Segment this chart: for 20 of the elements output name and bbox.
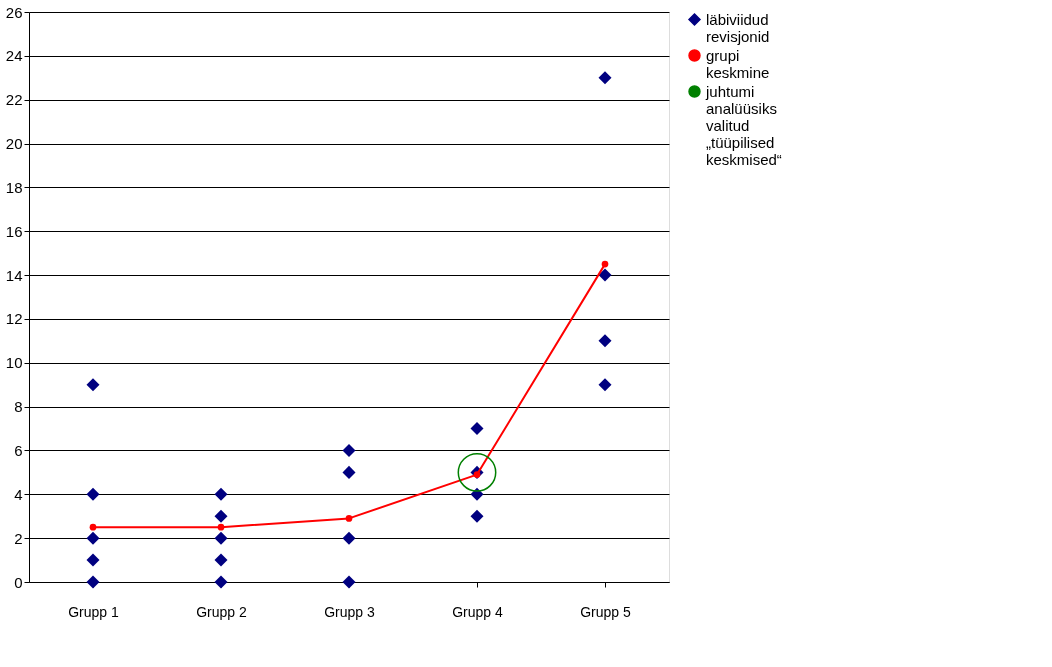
y-tick-label: 18 bbox=[5, 178, 23, 196]
x-tick-label: Grupp 4 bbox=[452, 603, 503, 620]
y-tick-label: 24 bbox=[5, 47, 23, 65]
y-tick-label: 10 bbox=[5, 354, 23, 372]
x-tick-label: Grupp 2 bbox=[196, 603, 247, 620]
y-tick-label: 8 bbox=[14, 398, 23, 416]
legend-label: juhtumi analüüsiks valitud „tüüpilised keskmised“ bbox=[705, 82, 782, 168]
x-tick-label: Grupp 3 bbox=[324, 603, 375, 620]
y-tick-label: 4 bbox=[14, 485, 23, 503]
y-tick-label: 0 bbox=[14, 573, 23, 591]
y-tick-label: 20 bbox=[5, 135, 23, 153]
y-tick-label: 26 bbox=[5, 3, 23, 21]
x-tick-label: Grupp 1 bbox=[68, 603, 119, 620]
y-tick-label: 22 bbox=[5, 91, 23, 109]
x-tick-label: Grupp 5 bbox=[580, 603, 631, 620]
y-tick-label: 14 bbox=[5, 266, 23, 284]
y-tick-label: 16 bbox=[5, 222, 23, 240]
y-tick-label: 2 bbox=[14, 529, 23, 547]
y-tick-label: 6 bbox=[14, 441, 23, 459]
y-tick-label: 12 bbox=[5, 310, 23, 328]
